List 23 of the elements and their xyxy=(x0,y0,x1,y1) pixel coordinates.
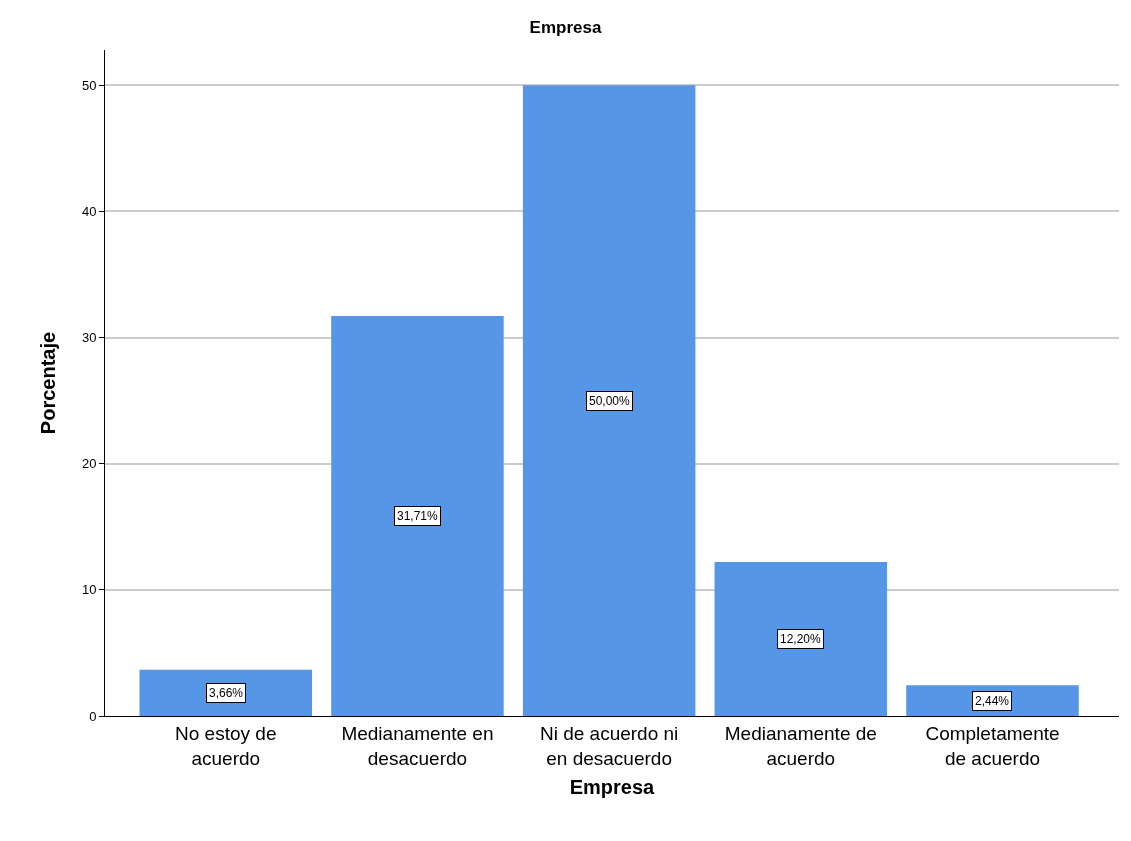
data-label: 31,71% xyxy=(397,509,439,523)
chart-title: Empresa xyxy=(529,17,602,37)
y-tick-label: 20 xyxy=(81,456,97,472)
bar xyxy=(522,85,696,716)
x-axis-title: Empresa xyxy=(569,776,656,798)
bar xyxy=(331,316,504,716)
data-label: 50,00% xyxy=(589,394,631,408)
x-tick-label: Medianamente de acuerdo xyxy=(724,722,877,769)
data-label: 3,66% xyxy=(209,686,244,700)
y-tick-label: 10 xyxy=(81,582,97,598)
data-label: 2,44% xyxy=(975,694,1010,708)
y-tick-label: 30 xyxy=(81,330,97,346)
y-tick-label: 0 xyxy=(89,708,97,724)
data-label: 12,20% xyxy=(780,632,822,646)
x-tick-label: No estoy de acuerdo xyxy=(175,722,277,769)
y-tick-label: 40 xyxy=(81,204,97,219)
x-tick-label: Completamente de acuerdo xyxy=(925,722,1060,769)
x-tick-label: Ni de acuerdo ni en desacuerdo xyxy=(539,722,679,769)
y-axis-title: Porcentaje xyxy=(37,331,60,435)
bar xyxy=(714,562,888,716)
y-tick-label: 50 xyxy=(81,77,97,93)
x-tick-label: Medianamente en desacuerdo xyxy=(341,722,494,769)
bar xyxy=(139,669,313,716)
